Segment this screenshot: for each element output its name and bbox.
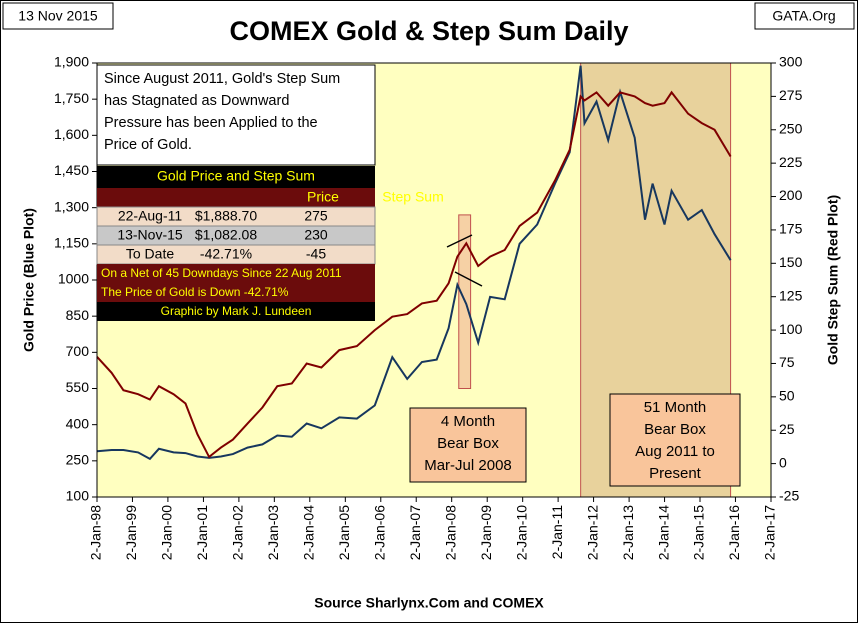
y-tick-label: 400 <box>66 415 90 431</box>
chart-title: COMEX Gold & Step Sum Daily <box>229 16 628 46</box>
table-cell: $1,082.08 <box>195 227 257 243</box>
y2-tick-label: 50 <box>779 388 795 404</box>
y-tick-label: 700 <box>66 343 90 359</box>
y2-tick-label: 125 <box>779 287 803 303</box>
box-label: 4 Month <box>441 413 495 430</box>
date-label: 13 Nov 2015 <box>18 8 98 24</box>
y2-tick-label: 275 <box>779 87 803 103</box>
x-tick-label: 2-Jan-98 <box>88 505 104 560</box>
x-tick-label: 2-Jan-99 <box>123 505 139 560</box>
table-cell: 22-Aug-11 <box>118 208 183 224</box>
y-tick-label: 850 <box>66 307 90 323</box>
y-tick-label: 1000 <box>58 271 89 287</box>
table-cell: 275 <box>304 208 328 224</box>
y-tick-label: 1,600 <box>54 126 89 142</box>
table-header: Price <box>307 189 339 205</box>
y2-tick-label: 225 <box>779 154 803 170</box>
note-text: Pressure has been Applied to the <box>104 115 318 131</box>
y2-tick-label: 25 <box>779 421 795 437</box>
box-label-bg <box>609 393 741 487</box>
x-tick-label: 2-Jan-03 <box>265 505 281 560</box>
x-tick-label: 2-Jan-16 <box>726 505 742 560</box>
line <box>96 65 732 461</box>
table-cell: -42.71% <box>200 246 252 262</box>
x-tick-label: 2-Jan-13 <box>620 505 636 560</box>
y-tick-label: 100 <box>66 488 90 504</box>
table-cell: To Date <box>126 246 174 262</box>
box-label-bg <box>409 407 527 483</box>
y-tick-label: 250 <box>66 452 90 468</box>
note-text: Price of Gold. <box>104 137 192 153</box>
table-header-bg <box>97 188 375 207</box>
y2-axis-label: Gold Step Sum (Red Plot) <box>825 195 841 365</box>
x-tick-label: 2-Jan-09 <box>478 505 494 560</box>
box-label: 51 Month <box>644 399 707 416</box>
table-footer: The Price of Gold is Down -42.71% <box>101 285 289 299</box>
table-cell: $1,888.70 <box>195 208 257 224</box>
x-tick-label: 2-Jan-00 <box>159 505 175 560</box>
y-tick-label: 1,900 <box>54 54 89 70</box>
x-tick-label: 2-Jan-04 <box>300 505 316 560</box>
table-cell: -45 <box>306 246 326 262</box>
y2-tick-label: 200 <box>779 187 803 203</box>
annotation-line <box>454 271 483 287</box>
x-tick-label: 2-Jan-07 <box>407 505 423 560</box>
y-tick-label: 1,150 <box>54 235 89 251</box>
note-text: Since August 2011, Gold's Step Sum <box>104 71 340 87</box>
x-tick-label: 2-Jan-10 <box>513 505 529 560</box>
box-label: Bear Box <box>644 421 706 438</box>
y2-tick-label: 0 <box>779 454 787 470</box>
x-axis-label: Source Sharlynx.Com and COMEX <box>314 595 544 611</box>
note-text: has Stagnated as Downward <box>104 93 289 109</box>
annotation-line <box>446 234 473 248</box>
y-tick-label: 1,750 <box>54 90 89 106</box>
y2-tick-label: 250 <box>779 120 803 136</box>
table-cell: 230 <box>304 227 328 243</box>
date-box <box>2 2 114 30</box>
x-tick-label: 2-Jan-12 <box>584 505 600 560</box>
source-tag-box <box>754 2 855 30</box>
y2-tick-label: -25 <box>779 488 799 504</box>
table-footer-bg <box>97 302 375 321</box>
x-tick-label: 2-Jan-15 <box>691 505 707 560</box>
box-label: Present <box>649 465 702 482</box>
box-label: Mar-Jul 2008 <box>424 457 512 474</box>
y-axis-label: Gold Price (Blue Plot) <box>21 208 37 352</box>
table-footer-bg <box>97 283 375 302</box>
x-tick-label: 2-Jan-17 <box>762 505 778 560</box>
x-tick-label: 2-Jan-14 <box>655 505 671 560</box>
table-cell: 13-Nov-15 <box>117 227 183 243</box>
x-tick-label: 2-Jan-05 <box>336 505 352 560</box>
y-tick-label: 1,450 <box>54 162 89 178</box>
x-tick-label: 2-Jan-11 <box>549 505 565 559</box>
table-footer-bg <box>97 264 375 283</box>
box-label: Bear Box <box>437 435 499 452</box>
y-tick-label: 1,300 <box>54 198 89 214</box>
x-tick-label: 2-Jan-06 <box>371 505 387 560</box>
x-tick-label: 2-Jan-08 <box>442 505 458 560</box>
note-box <box>96 64 376 166</box>
table-footer: Graphic by Mark J. Lundeen <box>161 304 312 318</box>
y2-tick-label: 175 <box>779 221 803 237</box>
y2-tick-label: 100 <box>779 321 803 337</box>
table-title: Gold Price and Step Sum <box>157 168 315 184</box>
line <box>96 90 732 459</box>
y-tick-label: 550 <box>66 379 90 395</box>
table-title-bg <box>97 166 375 188</box>
y2-tick-label: 300 <box>779 54 803 70</box>
table-header: Step Sum <box>382 189 443 205</box>
y2-tick-label: 150 <box>779 254 803 270</box>
table-footer: On a Net of 45 Downdays Since 22 Aug 201… <box>101 266 342 280</box>
box-label: Aug 2011 to <box>635 443 715 460</box>
x-tick-label: 2-Jan-02 <box>230 505 246 560</box>
y2-tick-label: 75 <box>779 354 795 370</box>
source-tag: GATA.Org <box>772 8 835 24</box>
x-tick-label: 2-Jan-01 <box>194 505 210 560</box>
